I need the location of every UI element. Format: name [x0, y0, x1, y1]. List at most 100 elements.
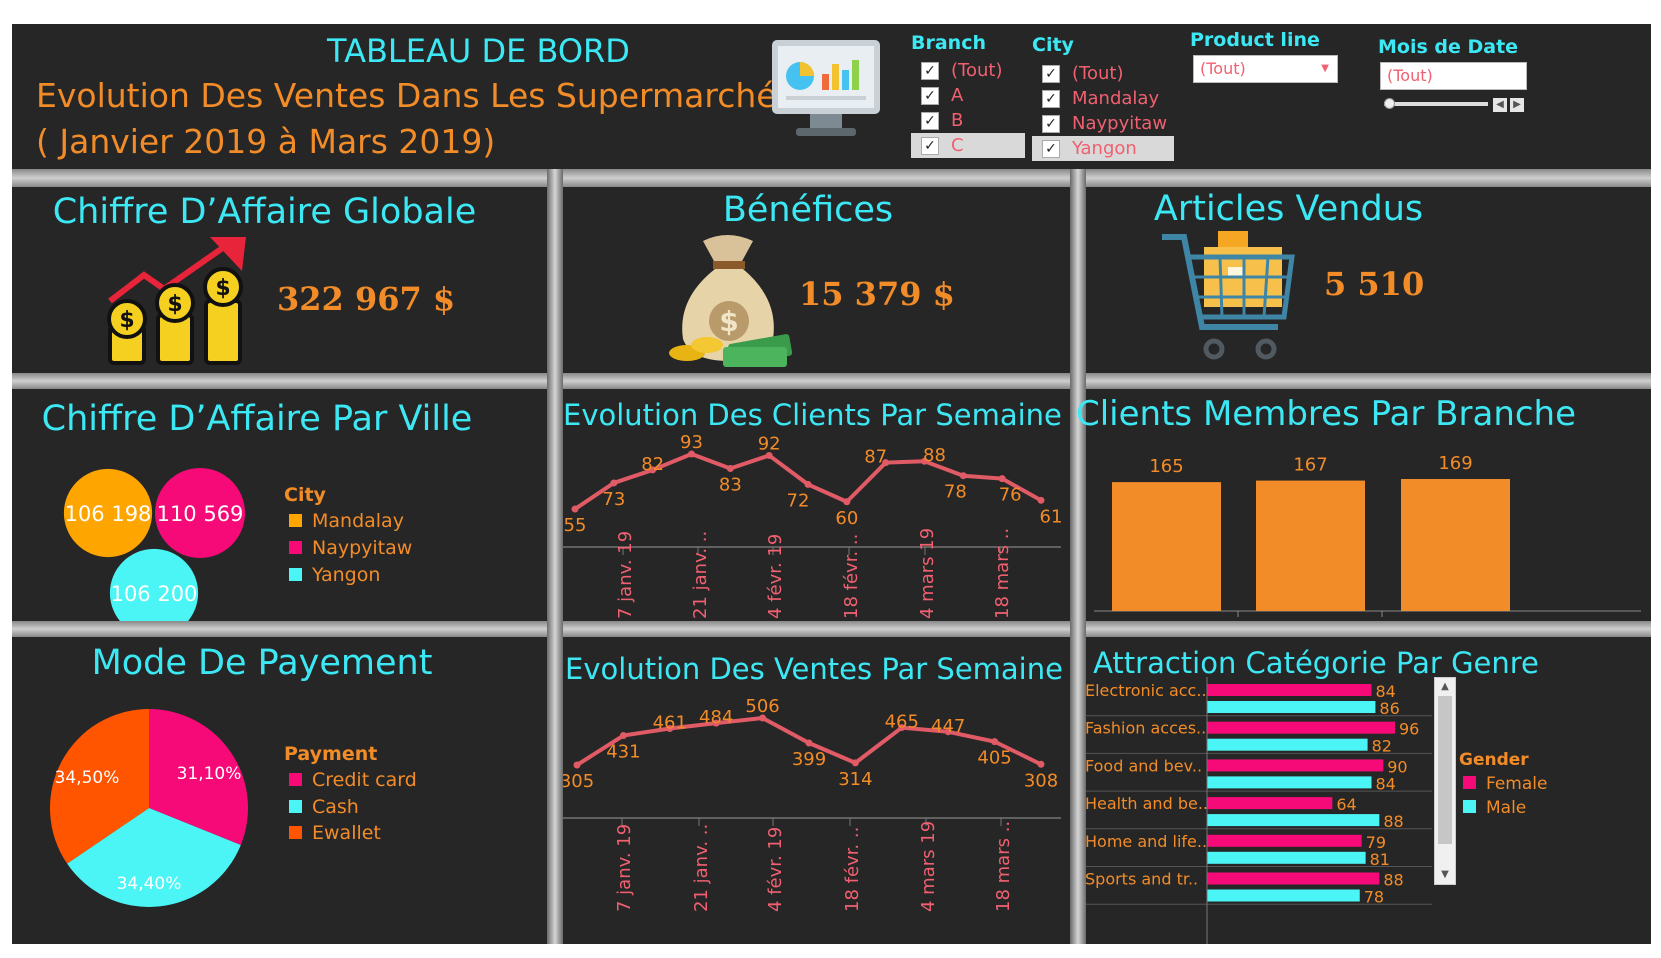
- sales-point: [991, 738, 999, 746]
- separator: [12, 373, 1651, 389]
- city-option-tout[interactable]: ✓ (Tout): [1032, 61, 1172, 86]
- sales-point: [573, 761, 581, 769]
- city-legend-item: Mandalay: [289, 510, 404, 532]
- sales-tick-label: 18 mars ..: [993, 821, 1014, 912]
- category-bar-female: [1207, 721, 1395, 734]
- city-option-yangon[interactable]: ✓ Yangon: [1032, 136, 1174, 161]
- clients-data-label: 72: [787, 490, 810, 511]
- category-bar-female: [1207, 759, 1384, 772]
- svg-text:$: $: [119, 308, 134, 333]
- sales-point: [1037, 760, 1045, 768]
- chevron-down-icon[interactable]: ▼: [1441, 869, 1449, 880]
- category-label: Home and life..: [1086, 832, 1207, 851]
- items-panel: Articles Vendus 5 510: [1086, 187, 1651, 373]
- pie-data-label: 34,40%: [117, 874, 182, 894]
- category-bar-male: [1207, 776, 1372, 789]
- clients-data-label: 88: [923, 445, 946, 466]
- product-line-dropdown[interactable]: (Tout) ▼: [1193, 55, 1338, 83]
- checkbox-checked-icon: ✓: [921, 112, 939, 130]
- scrollbar-thumb[interactable]: [1438, 696, 1452, 844]
- clients-point: [921, 457, 928, 465]
- category-data-label: 82: [1372, 737, 1392, 756]
- payment-legend-item: Credit card: [289, 769, 417, 791]
- city-legend-title: City: [284, 484, 326, 506]
- clients-point: [726, 464, 734, 472]
- city-option-mandalay[interactable]: ✓ Mandalay: [1032, 86, 1172, 111]
- checkbox-checked-icon: ✓: [1042, 65, 1060, 83]
- members-category-label: C: [1449, 619, 1462, 621]
- clients-tick-label: 7 janv. 19: [615, 531, 636, 619]
- money-bag-icon: $: [669, 235, 793, 367]
- clients-point: [688, 450, 695, 458]
- separator: [547, 169, 563, 944]
- category-label: Health and be..: [1086, 794, 1208, 813]
- sales-tick-label: 7 janv. 19: [614, 824, 635, 912]
- city-bubble-chart: 106 198 110 569 106 200: [63, 468, 245, 621]
- chevron-down-icon: ▼: [1321, 63, 1329, 74]
- members-data-label: 167: [1293, 455, 1327, 476]
- scrollbar[interactable]: ▲ ▼: [1434, 677, 1456, 885]
- payment-panel: Mode De Payement 31,10% 34,40% 34,50% Paym…: [12, 637, 547, 944]
- sales-point: [759, 714, 767, 722]
- sales-point: [805, 739, 813, 747]
- clients-line-chart: 55 73 82 93 83 92 72 60 87 88 78 76 61 7 janv. 19 21 j…: [563, 432, 1062, 619]
- branch-option-a[interactable]: ✓ A: [911, 83, 1023, 108]
- sales-tick-label: 4 févr. 19: [765, 827, 786, 912]
- branch-option-tout[interactable]: ✓ (Tout): [911, 58, 1023, 83]
- category-bar-female: [1207, 872, 1380, 885]
- clients-data-label: 83: [719, 474, 742, 495]
- clients-tick-label: 18 mars ..: [992, 528, 1013, 619]
- month-slider[interactable]: [1384, 102, 1488, 106]
- sales-data-label: 405: [977, 748, 1011, 769]
- branch-option-b[interactable]: ✓ B: [911, 108, 1023, 133]
- clients-tick-label: 4 mars 19: [917, 528, 938, 619]
- clients-data-label: 55: [564, 515, 587, 536]
- gender-legend-item: Female: [1463, 774, 1547, 794]
- category-gender-panel: Attraction Catégorie Par Genre Electroni…: [1086, 637, 1651, 944]
- clients-point: [610, 479, 618, 487]
- category-bar-male: [1207, 889, 1360, 902]
- rising-coins-icon: $ $ $: [107, 237, 246, 365]
- category-data-label: 84: [1376, 774, 1396, 793]
- items-title: Articles Vendus: [1153, 189, 1424, 229]
- members-branch-panel: Clients Membres Par Branche 165 B 167 A 169 C: [1076, 389, 1651, 621]
- page-title: TABLEAU DE BORD: [327, 32, 630, 70]
- category-data-label: 88: [1383, 871, 1403, 890]
- sales-data-label: 461: [653, 713, 687, 734]
- next-icon[interactable]: ▶: [1510, 98, 1524, 112]
- category-label: Fashion acces..: [1086, 719, 1206, 738]
- clients-tick-label: 21 janv. ..: [690, 531, 711, 619]
- sales-data-label: 465: [885, 712, 919, 733]
- legend-swatch: [289, 541, 302, 554]
- revenue-panel: Chiffre D’Affaire Globale $ $ $ 322 967 $: [12, 187, 547, 373]
- gender-legend-item: Male: [1463, 798, 1526, 818]
- category-bar-male: [1207, 738, 1368, 751]
- month-slider-handle[interactable]: [1384, 98, 1395, 109]
- chevron-up-icon[interactable]: ▲: [1441, 681, 1449, 692]
- bubble-label: 106 198: [65, 502, 152, 526]
- category-bar-female: [1207, 834, 1362, 847]
- payment-pie-chart: 31,10% 34,40% 34,50%: [50, 709, 248, 907]
- city-option-naypyitaw[interactable]: ✓ Naypyitaw: [1032, 111, 1172, 136]
- previous-icon[interactable]: ◀: [1493, 98, 1507, 112]
- clients-data-label: 76: [999, 485, 1022, 506]
- members-bar: [1112, 482, 1221, 611]
- branch-option-c[interactable]: ✓ C: [911, 133, 1025, 158]
- category-label: Electronic acc..: [1086, 681, 1207, 700]
- clients-point: [1037, 496, 1045, 504]
- shopping-cart-icon: [1162, 231, 1295, 360]
- sales-data-label: 484: [699, 707, 733, 728]
- sales-point: [851, 759, 859, 767]
- city-legend-item: Yangon: [289, 564, 380, 586]
- dashboard: TABLEAU DE BORD Evolution Des Ventes Dan…: [12, 24, 1651, 944]
- clients-week-title: Evolution Des Clients Par Semaine: [563, 398, 1062, 432]
- separator: [12, 621, 1651, 637]
- category-bar-female: [1207, 684, 1372, 696]
- month-dropdown[interactable]: (Tout): [1380, 62, 1527, 90]
- clients-tick-label: 4 févr. 19: [765, 534, 786, 619]
- members-bar-chart: 165 B 167 A 169 C: [1094, 453, 1641, 621]
- clients-point: [649, 466, 657, 474]
- branch-filter-label: Branch: [911, 32, 986, 54]
- legend-swatch: [289, 568, 302, 581]
- sales-data-label: 431: [606, 742, 640, 763]
